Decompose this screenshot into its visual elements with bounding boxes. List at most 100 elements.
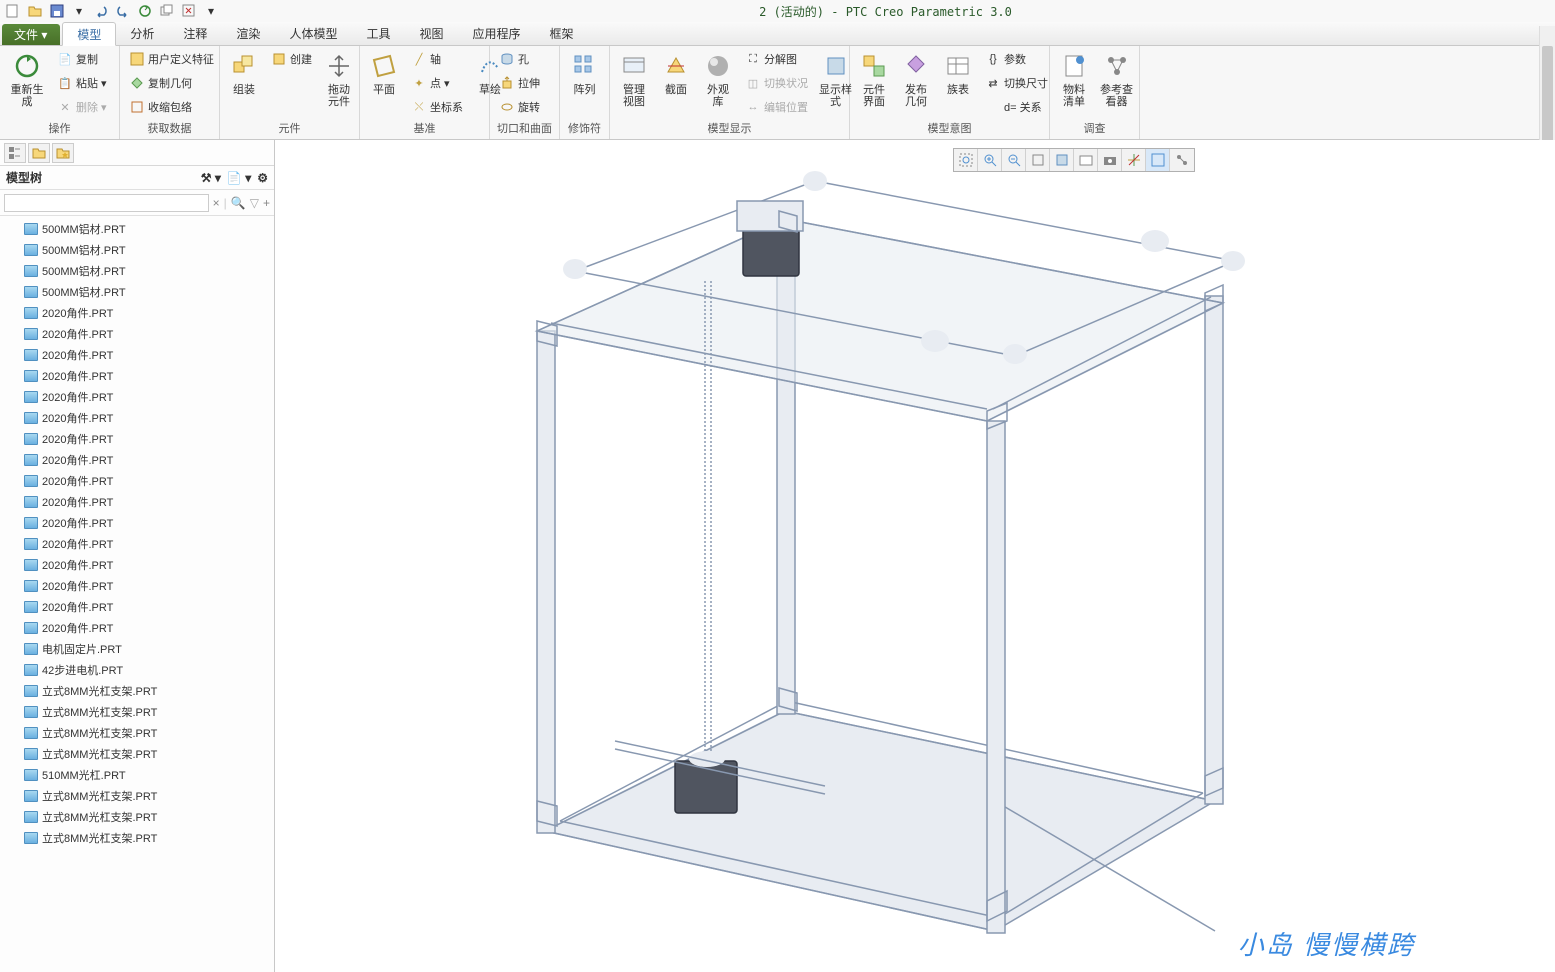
explode-button[interactable]: ⛶分解图 [742, 48, 811, 70]
section-button[interactable]: 截面 [658, 48, 694, 98]
part-icon [24, 328, 38, 340]
tab-analysis[interactable]: 分析 [116, 22, 169, 45]
switchdim-button[interactable]: ⇄切换尺寸 [982, 72, 1051, 94]
tree-item[interactable]: 2020角件.PRT [0, 407, 274, 428]
add-filter-icon[interactable]: + [263, 196, 270, 210]
regen-icon[interactable] [136, 2, 154, 20]
close-window-icon[interactable] [180, 2, 198, 20]
tree-item[interactable]: 2020角件.PRT [0, 575, 274, 596]
copygeom-button[interactable]: 复制几何 [126, 72, 217, 94]
dropdown-icon[interactable]: ▾ [70, 2, 88, 20]
tab-manikin[interactable]: 人体模型 [275, 22, 352, 45]
param-button[interactable]: {}参数 [982, 48, 1051, 70]
folder-tab-icon[interactable] [28, 143, 50, 163]
tree-item[interactable]: 2020角件.PRT [0, 365, 274, 386]
tree-settings-icon[interactable]: ⚒ ▾ [201, 171, 221, 185]
search-clear-icon[interactable]: × [213, 196, 220, 210]
editpos-button[interactable]: ↔编辑位置 [742, 96, 811, 118]
tab-apps[interactable]: 应用程序 [458, 22, 535, 45]
tree-item[interactable]: 2020角件.PRT [0, 512, 274, 533]
plane-button[interactable]: 平面 [366, 48, 402, 98]
tab-model[interactable]: 模型 [62, 22, 116, 46]
open-icon[interactable] [26, 2, 44, 20]
tree-item[interactable]: 2020角件.PRT [0, 302, 274, 323]
tree-item[interactable]: 2020角件.PRT [0, 617, 274, 638]
refview-button[interactable]: 参考查 看器 [1098, 48, 1135, 110]
copy-button[interactable]: 📄复制 [54, 48, 110, 70]
windows-icon[interactable] [158, 2, 176, 20]
tree-item[interactable]: 立式8MM光杠支架.PRT [0, 722, 274, 743]
tab-file[interactable]: 文件 ▾ [2, 24, 60, 45]
viewport-3d[interactable]: 小岛 慢慢横跨 [275, 140, 1555, 972]
redo-icon[interactable] [114, 2, 132, 20]
tree-tab-icon[interactable] [4, 143, 26, 163]
point-button[interactable]: ✦点 ▾ [408, 72, 466, 94]
dispstyle-button[interactable]: 显示样 式 [817, 48, 854, 110]
tree-item-label: 2020角件.PRT [42, 452, 113, 468]
model-tree[interactable]: 500MM铝材.PRT500MM铝材.PRT500MM铝材.PRT500MM铝材… [0, 216, 274, 972]
tree-item-label: 立式8MM光杠支架.PRT [42, 683, 157, 699]
tree-filter-icon[interactable]: ⚙ [257, 171, 268, 185]
csys-button[interactable]: ⤬坐标系 [408, 96, 466, 118]
tree-item[interactable]: 2020角件.PRT [0, 533, 274, 554]
binoculars-icon[interactable]: 🔍 [231, 196, 246, 210]
compui-button[interactable]: 元件 界面 [856, 48, 892, 110]
new-icon[interactable] [4, 2, 22, 20]
revolve-button[interactable]: 旋转 [496, 96, 543, 118]
family-button[interactable]: 族表 [940, 48, 976, 98]
tree-item[interactable]: 500MM铝材.PRT [0, 218, 274, 239]
tree-item[interactable]: 500MM铝材.PRT [0, 260, 274, 281]
tree-item[interactable]: 立式8MM光杠支架.PRT [0, 701, 274, 722]
tree-item[interactable]: 2020角件.PRT [0, 323, 274, 344]
tab-view[interactable]: 视图 [405, 22, 458, 45]
tree-item[interactable]: 立式8MM光杠支架.PRT [0, 806, 274, 827]
dragcomp-button[interactable]: 拖动 元件 [321, 48, 357, 110]
tree-item[interactable]: 2020角件.PRT [0, 554, 274, 575]
fav-tab-icon[interactable] [52, 143, 74, 163]
assemble-button[interactable]: 组装 [226, 48, 262, 98]
relation-button[interactable]: d= 关系 [982, 96, 1051, 118]
tree-item[interactable]: 立式8MM光杠支架.PRT [0, 743, 274, 764]
tree-item[interactable]: 2020角件.PRT [0, 428, 274, 449]
create-button[interactable]: 创建 [268, 48, 315, 70]
delete-button[interactable]: ✕删除 ▾ [54, 96, 110, 118]
tree-item[interactable]: 2020角件.PRT [0, 596, 274, 617]
tree-item[interactable]: 立式8MM光杠支架.PRT [0, 680, 274, 701]
tree-item[interactable]: 2020角件.PRT [0, 386, 274, 407]
userdef-button[interactable]: 用户定义特征 [126, 48, 217, 70]
manageview-button[interactable]: 管理视图 [616, 48, 652, 110]
extrude-button[interactable]: 拉伸 [496, 72, 543, 94]
tree-item[interactable]: 电机固定片.PRT [0, 638, 274, 659]
toggle-button[interactable]: ◫切换状况 [742, 72, 811, 94]
tree-item[interactable]: 510MM光杠.PRT [0, 764, 274, 785]
shrinkwrap-button[interactable]: 收缩包络 [126, 96, 217, 118]
axis-button[interactable]: ╱轴 [408, 48, 466, 70]
tab-annotate[interactable]: 注释 [169, 22, 222, 45]
tree-item[interactable]: 2020角件.PRT [0, 470, 274, 491]
tab-tools[interactable]: 工具 [352, 22, 405, 45]
pubgeom-button[interactable]: 发布 几何 [898, 48, 934, 110]
tree-item[interactable]: 500MM铝材.PRT [0, 281, 274, 302]
tab-frame[interactable]: 框架 [536, 22, 589, 45]
appearance-button[interactable]: 外观库 [700, 48, 736, 110]
paste-button[interactable]: 📋粘贴 ▾ [54, 72, 110, 94]
tree-item[interactable]: 42步进电机.PRT [0, 659, 274, 680]
hole-button[interactable]: 孔 [496, 48, 543, 70]
tree-item[interactable]: 2020角件.PRT [0, 449, 274, 470]
bom-button[interactable]: 物料 清单 [1056, 48, 1092, 110]
save-icon[interactable] [48, 2, 66, 20]
tree-item[interactable]: 2020角件.PRT [0, 491, 274, 512]
filter-funnel-icon[interactable]: ▽ [250, 196, 259, 210]
regenerate-button[interactable]: 重新生成 [6, 48, 48, 110]
undo-icon[interactable] [92, 2, 110, 20]
tab-render[interactable]: 渲染 [222, 22, 275, 45]
tree-item[interactable]: 2020角件.PRT [0, 344, 274, 365]
tree-search-input[interactable] [4, 194, 209, 212]
point-icon: ✦ [411, 75, 427, 91]
tree-item[interactable]: 立式8MM光杠支架.PRT [0, 827, 274, 848]
tree-item[interactable]: 500MM铝材.PRT [0, 239, 274, 260]
tree-show-icon[interactable]: 📄 ▾ [227, 171, 251, 185]
settings-icon[interactable]: ▾ [202, 2, 220, 20]
pattern-button[interactable]: 阵列 [566, 48, 603, 98]
tree-item[interactable]: 立式8MM光杠支架.PRT [0, 785, 274, 806]
